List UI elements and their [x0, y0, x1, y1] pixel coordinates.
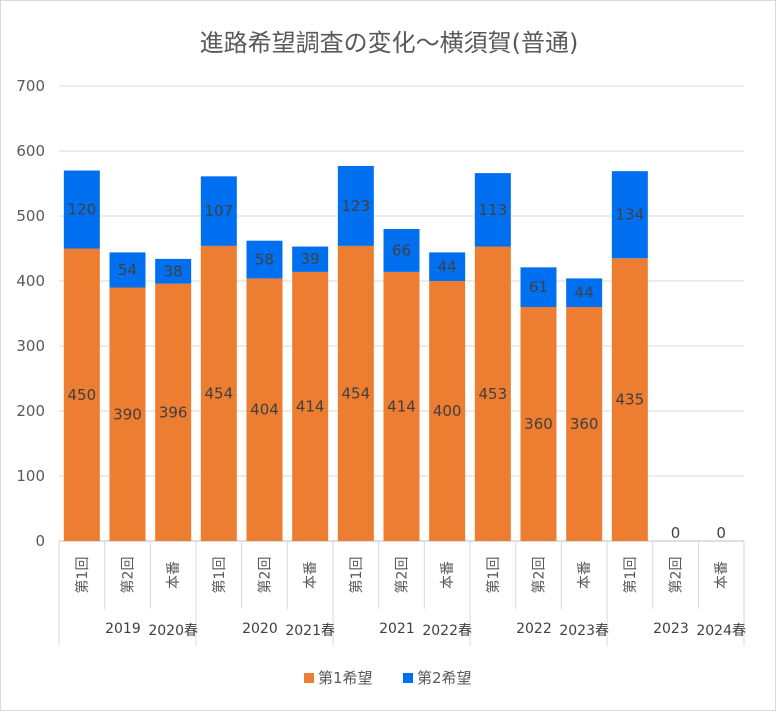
category-label: 第2回 — [120, 557, 137, 594]
data-label: 450 — [68, 386, 97, 404]
data-label: 0 — [671, 524, 681, 542]
category-label: 本番 — [714, 561, 730, 589]
category-label: 第2回 — [668, 557, 685, 594]
category-label: 第1回 — [211, 557, 228, 594]
category-label: 第2回 — [531, 557, 548, 594]
legend-label: 第1希望 — [318, 669, 373, 687]
bar-segment-second-choice — [429, 252, 466, 281]
bar-segment-second-choice — [520, 267, 557, 307]
group-sub-label: 2023春 — [559, 623, 609, 639]
legend-label: 第2希望 — [417, 669, 472, 687]
data-label: 58 — [255, 251, 274, 269]
data-labels: 450 120 390 54 396 38 454 107 404 58 414 39 454 123 41… — [68, 197, 726, 542]
data-label: 113 — [479, 201, 508, 219]
group-label: 2020 — [242, 621, 278, 637]
data-label: 38 — [164, 262, 183, 280]
bar-segment-first-choice — [611, 258, 648, 541]
bar-segment-second-choice — [109, 252, 146, 288]
x-axis: 第1回 第2回 本番 第1回 第2回 本番 第1回 第2回 本番 第1回 第2回 本番 第1回 第2回 本番… — [58, 541, 746, 646]
group-sub-label: 2020春 — [148, 623, 198, 639]
y-tick-label: 400 — [16, 272, 45, 290]
y-tick-label: 100 — [16, 467, 45, 485]
bar-segment-second-choice — [200, 176, 237, 246]
y-tick-label: 300 — [16, 337, 45, 355]
category-label: 第2回 — [257, 557, 274, 594]
bar-segment-second-choice — [337, 165, 374, 246]
bar-segment-first-choice — [383, 271, 420, 541]
bar-segment-second-choice — [155, 258, 192, 284]
data-label: 39 — [301, 250, 320, 268]
group-sub-label: 2024春 — [696, 623, 746, 639]
group-label: 2022 — [516, 621, 552, 637]
group-label: 2019 — [105, 621, 141, 637]
category-label: 第1回 — [348, 557, 365, 594]
data-label: 396 — [159, 403, 188, 421]
legend-swatch — [304, 673, 314, 683]
legend-swatch — [403, 673, 413, 683]
category-label: 第1回 — [74, 557, 91, 594]
group-sub-label: 2022春 — [422, 623, 472, 639]
bar-segment-first-choice — [155, 283, 192, 541]
data-label: 54 — [118, 261, 137, 279]
data-label: 44 — [575, 284, 594, 302]
data-label: 61 — [529, 278, 548, 296]
data-label: 400 — [433, 402, 462, 420]
category-label: 第1回 — [485, 557, 502, 594]
data-label: 360 — [570, 415, 599, 433]
bar-segment-first-choice — [63, 248, 100, 541]
data-label: 360 — [524, 415, 553, 433]
data-label: 44 — [438, 258, 457, 276]
chart-title: 進路希望調査の変化～横須賀(普通) — [200, 29, 579, 57]
y-axis-ticks: 0 100 200 300 400 500 600 700 — [16, 77, 45, 550]
category-label: 本番 — [166, 561, 182, 589]
data-label: 453 — [479, 385, 508, 403]
category-label: 本番 — [440, 561, 456, 589]
legend: 第1希望 第2希望 — [304, 669, 472, 687]
y-tick-label: 700 — [16, 77, 45, 95]
bar-segment-first-choice — [200, 245, 237, 541]
data-label: 0 — [716, 524, 726, 542]
data-label: 414 — [296, 397, 325, 415]
group-label: 2021 — [379, 621, 415, 637]
bar-segment-first-choice — [566, 307, 603, 541]
bar-segment-second-choice — [474, 173, 511, 247]
category-label: 第2回 — [394, 557, 411, 594]
bar-segment-second-choice — [383, 229, 420, 272]
data-label: 454 — [342, 384, 371, 402]
group-label: 2023 — [653, 621, 689, 637]
bars — [63, 165, 648, 542]
data-label: 120 — [68, 201, 97, 219]
y-tick-label: 0 — [35, 532, 45, 550]
bar-segment-first-choice — [474, 246, 511, 542]
data-label: 390 — [113, 405, 142, 423]
bar-segment-second-choice — [611, 171, 648, 259]
bar-segment-second-choice — [566, 278, 603, 307]
y-tick-label: 200 — [16, 402, 45, 420]
category-label: 第1回 — [622, 557, 639, 594]
bar-segment-second-choice — [246, 240, 283, 279]
bar-segment-first-choice — [337, 245, 374, 541]
group-sub-label: 2021春 — [285, 623, 335, 639]
data-label: 454 — [205, 384, 234, 402]
bar-segment-first-choice — [109, 287, 146, 541]
data-label: 404 — [250, 401, 279, 419]
bar-segment-first-choice — [246, 278, 283, 541]
category-label: 本番 — [577, 561, 593, 589]
data-label: 66 — [392, 241, 411, 259]
bar-segment-first-choice — [520, 307, 557, 541]
y-tick-label: 500 — [16, 207, 45, 225]
bar-segment-second-choice — [63, 170, 100, 249]
data-label: 414 — [387, 397, 416, 415]
data-label: 107 — [205, 202, 234, 220]
data-label: 134 — [616, 206, 645, 224]
category-label: 本番 — [303, 561, 319, 589]
bar-segment-first-choice — [292, 271, 329, 541]
y-tick-label: 600 — [16, 142, 45, 160]
bar-segment-first-choice — [429, 281, 466, 541]
data-label: 435 — [616, 391, 645, 409]
data-label: 123 — [342, 197, 371, 215]
bar-segment-second-choice — [292, 246, 329, 272]
